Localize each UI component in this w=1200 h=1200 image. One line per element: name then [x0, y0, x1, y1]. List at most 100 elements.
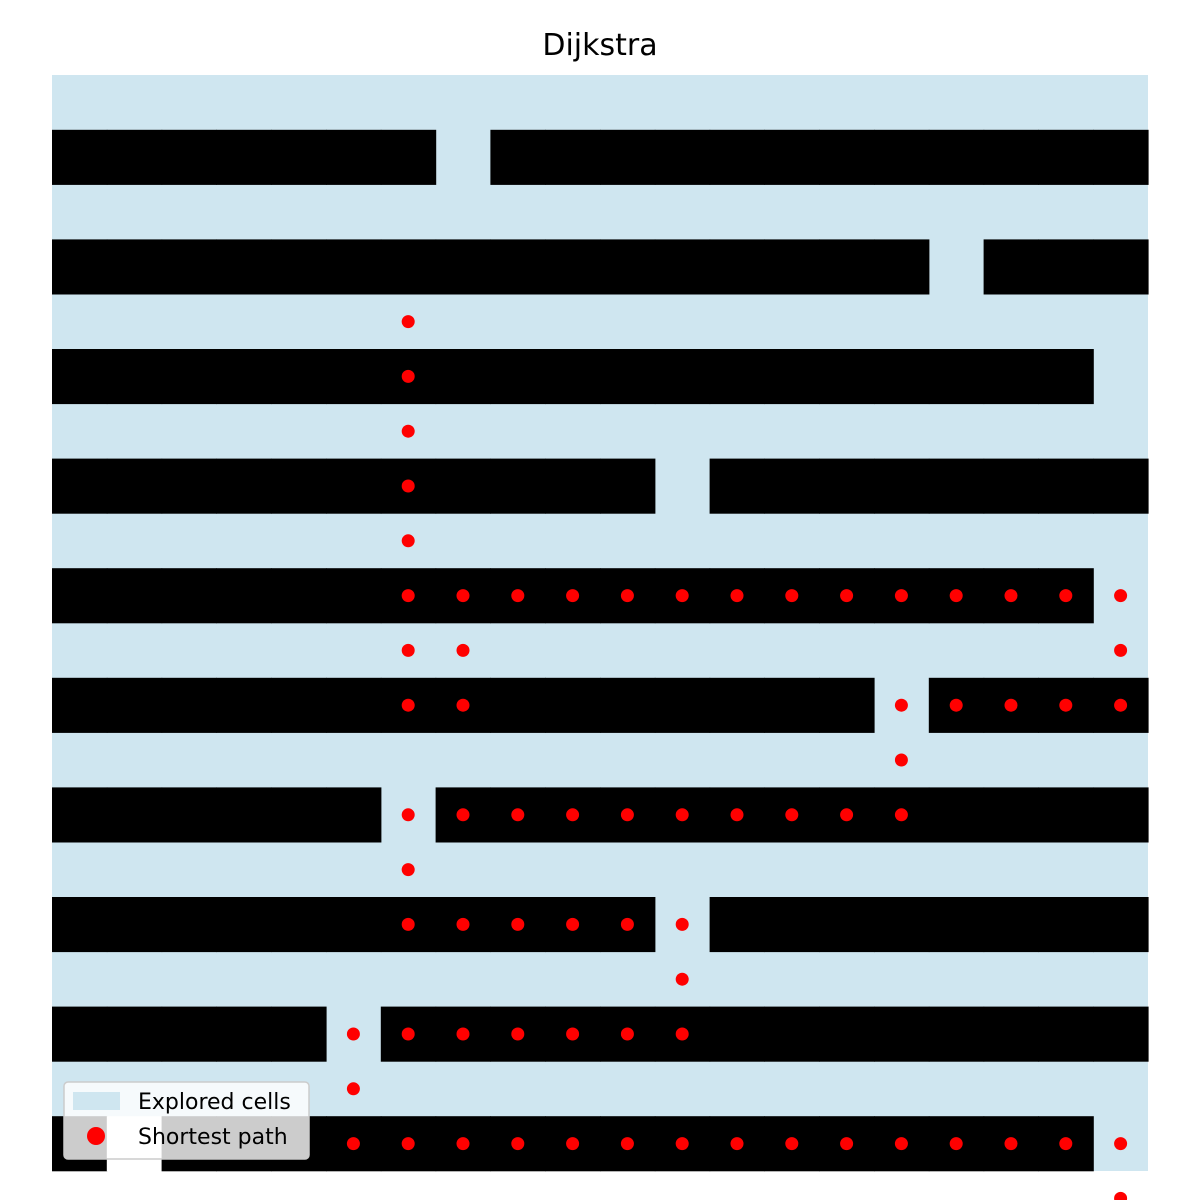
wall-cell [600, 129, 656, 185]
legend-path-marker [87, 1127, 105, 1145]
wall-cell [928, 458, 985, 514]
path-point [840, 1137, 854, 1151]
wall-cell [216, 677, 272, 733]
path-point [894, 589, 908, 603]
path-point [1004, 1137, 1018, 1151]
wall-cell [106, 787, 163, 843]
legend-explored-swatch [73, 1092, 120, 1110]
wall-cell [216, 1006, 272, 1062]
wall-cell [161, 677, 217, 733]
wall-cell [764, 897, 820, 953]
path-point [401, 589, 415, 603]
wall-cell [874, 458, 930, 514]
wall-cell [654, 239, 711, 295]
path-point [1114, 643, 1128, 657]
wall-cell [819, 458, 875, 514]
path-point [675, 1137, 689, 1151]
wall-cell [161, 787, 217, 843]
wall-cell [983, 129, 1039, 185]
path-point [675, 972, 689, 986]
wall-cell [326, 458, 382, 514]
path-point [511, 808, 525, 822]
wall-cell [380, 239, 437, 295]
path-point [1114, 1137, 1128, 1151]
path-point [620, 808, 634, 822]
wall-cell [1038, 349, 1094, 405]
wall-cell [216, 568, 272, 624]
wall-cell [271, 458, 327, 514]
wall-cell [983, 787, 1039, 843]
wall-cell [1038, 787, 1094, 843]
wall-cell [490, 677, 546, 733]
path-point [949, 698, 963, 712]
wall-cell [216, 897, 272, 953]
wall-cell [654, 129, 711, 185]
wall-cell [326, 787, 382, 843]
wall-cell [52, 239, 108, 295]
path-point [785, 1137, 799, 1151]
path-point [1114, 589, 1128, 603]
legend-path-label: Shortest path [138, 1125, 288, 1150]
path-point [730, 808, 744, 822]
path-point [620, 1027, 634, 1041]
wall-cell [216, 239, 272, 295]
wall-cell [1093, 129, 1149, 185]
wall-cell [545, 677, 601, 733]
path-point [1004, 589, 1018, 603]
wall-cell [983, 239, 1039, 295]
wall-cell [326, 568, 382, 624]
shortest-path [346, 315, 1128, 1200]
wall-cell [216, 349, 272, 405]
wall-cell [874, 1006, 930, 1062]
wall-cell [874, 897, 930, 953]
path-point [675, 808, 689, 822]
wall-cell [545, 239, 601, 295]
wall-cell [52, 458, 108, 514]
path-point [1114, 1191, 1128, 1200]
wall-cell [326, 239, 382, 295]
path-point [566, 808, 580, 822]
wall-cell [1038, 129, 1094, 185]
wall-cell [106, 568, 163, 624]
wall-cell [928, 1006, 985, 1062]
wall-cell [709, 677, 765, 733]
path-point [401, 534, 415, 548]
wall-cell [52, 349, 108, 405]
path-point [785, 808, 799, 822]
path-point [730, 589, 744, 603]
wall-cell [928, 787, 985, 843]
wall-cell [545, 349, 601, 405]
wall-cell [161, 129, 217, 185]
path-point [730, 1137, 744, 1151]
wall-cell [1093, 239, 1149, 295]
wall-cell [819, 1006, 875, 1062]
wall-cell [819, 239, 875, 295]
wall-cell [600, 458, 656, 514]
maze-grid [52, 75, 1149, 1172]
wall-cell [764, 458, 820, 514]
wall-cell [326, 897, 382, 953]
path-point [401, 369, 415, 383]
path-point [840, 808, 854, 822]
wall-cell [52, 1006, 108, 1062]
wall-cell [600, 239, 656, 295]
wall-cell [326, 677, 382, 733]
wall-cell [271, 568, 327, 624]
legend: Explored cells Shortest path [63, 1081, 310, 1160]
wall-cell [545, 458, 601, 514]
wall-cell [709, 1006, 765, 1062]
chart-title: Dijkstra [542, 28, 658, 63]
path-point [894, 808, 908, 822]
wall-cell [271, 349, 327, 405]
wall-cell [545, 129, 601, 185]
path-point [456, 1027, 470, 1041]
path-point [566, 1027, 580, 1041]
path-point [620, 1137, 634, 1151]
wall-cell [1093, 458, 1149, 514]
path-point [949, 1137, 963, 1151]
wall-cell [709, 129, 765, 185]
legend-frame [63, 1081, 310, 1160]
wall-cell [380, 129, 437, 185]
wall-cell [709, 239, 765, 295]
wall-cell [216, 458, 272, 514]
